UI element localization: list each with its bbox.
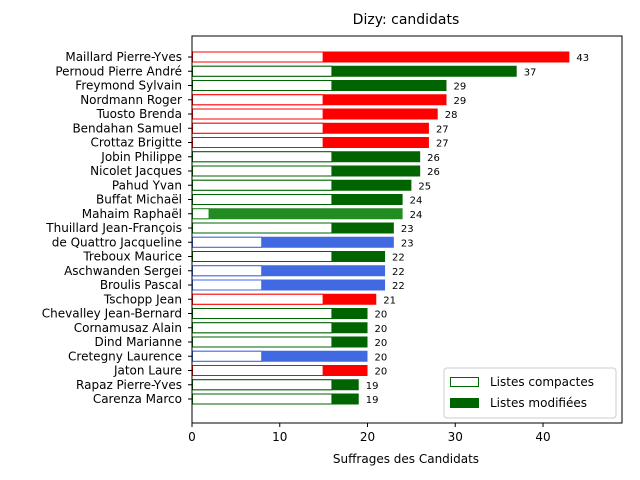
candidate-label: Pernoud Pierre André: [55, 64, 182, 78]
bar-compact: [192, 308, 333, 319]
bar-modified: [192, 279, 386, 291]
legend: Listes compactes Listes modifiées: [443, 367, 617, 419]
x-tick-label: 0: [188, 430, 196, 444]
value-label: 24: [410, 196, 423, 207]
bar-compact: [192, 322, 333, 334]
bar-compact: [192, 208, 210, 220]
bar-compact: [192, 365, 324, 376]
bar-compact: [192, 393, 333, 405]
bar-compact: [192, 293, 324, 305]
bar-compact: [192, 336, 333, 348]
value-label: 37: [524, 67, 537, 78]
bar-compact: [192, 94, 324, 106]
bar-compact: [192, 179, 333, 191]
x-tick-label: 40: [535, 430, 550, 444]
bar-compact: [192, 80, 333, 91]
bar-compact: [192, 350, 263, 362]
candidate-label: Treboux Maurice: [82, 250, 182, 264]
value-label: 27: [436, 124, 449, 135]
bar-modified: [192, 350, 368, 362]
bar-compact: [192, 194, 333, 205]
bar-compact: [192, 51, 324, 63]
candidate-label: Chevalley Jean-Bernard: [42, 307, 182, 321]
bar-modified: [192, 51, 570, 63]
candidate-label: Dind Marianne: [94, 335, 182, 349]
bar-compact: [192, 151, 333, 163]
bar-modified: [192, 236, 394, 248]
candidate-label: Tuosto Brenda: [96, 107, 182, 121]
value-label: 22: [392, 253, 405, 264]
legend-label: Listes compactes: [490, 375, 594, 389]
candidate-label: Maillard Pierre-Yves: [65, 50, 182, 64]
candidate-label: Aschwanden Sergei: [64, 264, 182, 278]
bar-modified: [192, 265, 386, 277]
value-label: 25: [418, 181, 431, 192]
plot-area-frame: [191, 35, 623, 424]
candidate-label: Freymond Sylvain: [75, 79, 182, 93]
value-label: 19: [366, 381, 379, 392]
candidate-label: Thuillard Jean-François: [45, 221, 182, 235]
value-label: 29: [453, 82, 466, 93]
value-label: 22: [392, 281, 405, 292]
candidate-label: Mahaim Raphaël: [82, 207, 182, 221]
value-label: 43: [576, 53, 589, 64]
bar-modified: [192, 208, 403, 220]
x-axis-title: Suffrages des Candidats: [333, 452, 479, 466]
candidate-label: Crottaz Brigitte: [90, 136, 182, 150]
bar-modified: [192, 65, 517, 77]
candidate-label: Tschopp Jean: [103, 292, 182, 306]
bar-compact: [192, 222, 333, 234]
x-tick-label: 20: [360, 430, 375, 444]
bar-compact: [192, 165, 333, 177]
candidate-label: Broulis Pascal: [100, 278, 182, 292]
value-label: 23: [401, 224, 414, 235]
candidate-label: Cretegny Laurence: [68, 349, 182, 363]
legend-label: Listes modifiées: [490, 396, 587, 410]
x-tick-label: 10: [272, 430, 287, 444]
value-label: 22: [392, 267, 405, 278]
value-label: 20: [375, 324, 388, 335]
value-label: 20: [375, 338, 388, 349]
bar-compact: [192, 265, 263, 277]
legend-swatch-compact: [450, 377, 479, 387]
candidate-label: Buffat Michaël: [96, 193, 182, 207]
bar-compact: [192, 137, 324, 148]
bar-compact: [192, 65, 333, 77]
value-label: 20: [375, 367, 388, 378]
x-tick-label: 30: [448, 430, 463, 444]
legend-box: [443, 367, 617, 419]
value-label: 20: [375, 310, 388, 321]
candidate-label: Nicolet Jacques: [90, 164, 182, 178]
candidate-label: Jaton Laure: [113, 364, 182, 378]
value-label: 29: [453, 96, 466, 107]
bar-compact: [192, 108, 324, 120]
value-label: 20: [375, 352, 388, 363]
value-label: 27: [436, 139, 449, 150]
candidate-label: Pahud Yvan: [112, 178, 182, 192]
x-axis: 0 10 20 30 40: [188, 423, 551, 444]
candidate-label: Cornamusaz Alain: [74, 321, 182, 335]
bar-compact: [192, 379, 333, 391]
bar-compact: [192, 122, 324, 134]
bar-compact: [192, 279, 263, 291]
chart-title: Dizy: candidats: [353, 12, 460, 28]
bar-compact: [192, 236, 263, 248]
bars-layer: Maillard Pierre-Yves 43 Pernoud Pierre And…: [42, 50, 589, 406]
candidate-label: Carenza Marco: [93, 392, 182, 406]
legend-swatch-modified: [450, 398, 479, 408]
value-label: 21: [383, 295, 396, 306]
value-label: 19: [366, 395, 379, 406]
candidate-label: de Quattro Jacqueline: [52, 235, 182, 249]
candidate-label: Bendahan Samuel: [72, 121, 182, 135]
candidate-label: Jobin Philippe: [100, 150, 182, 164]
candidate-label: Nordmann Roger: [80, 93, 182, 107]
value-label: 24: [410, 210, 423, 221]
bar-compact: [192, 251, 333, 262]
candidate-label: Rapaz Pierre-Yves: [76, 378, 182, 392]
value-label: 23: [401, 238, 414, 249]
value-label: 26: [427, 153, 440, 164]
value-label: 28: [445, 110, 458, 121]
value-label: 26: [427, 167, 440, 178]
